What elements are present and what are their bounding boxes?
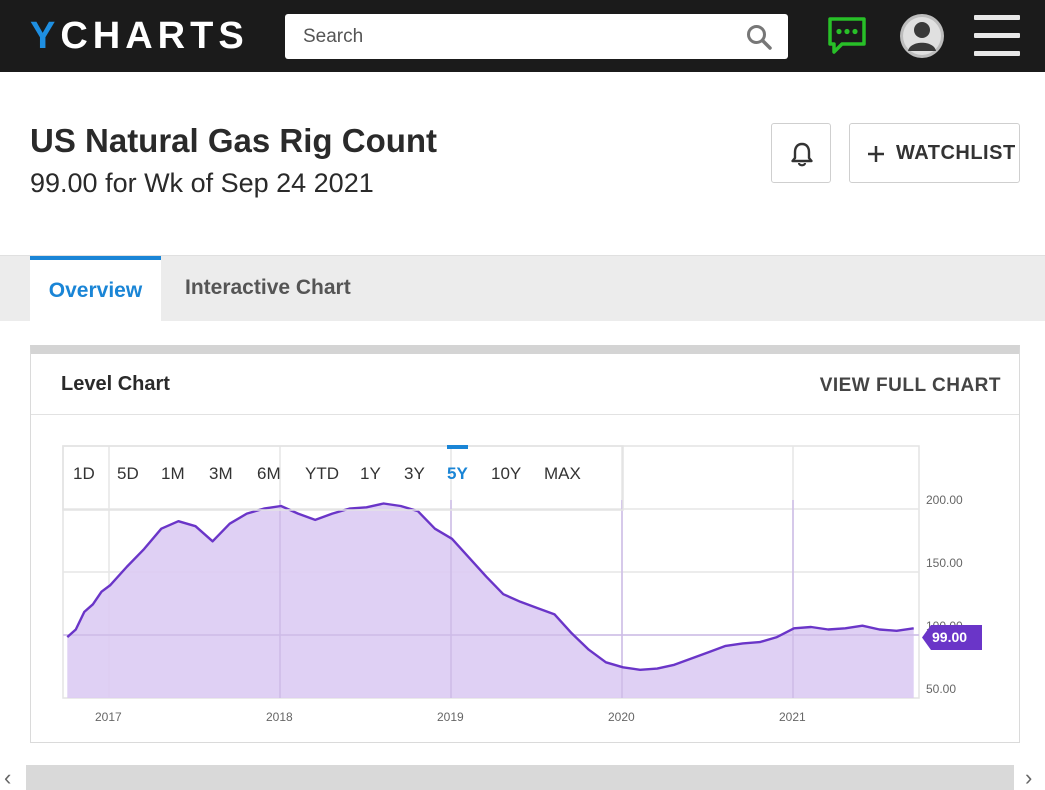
range-3m-button[interactable]: 3M: [209, 464, 233, 483]
tab-bar: Overview Interactive Chart: [0, 255, 1045, 322]
range-5d-button[interactable]: 5D: [117, 464, 139, 483]
range-5y-button[interactable]: 5Y: [447, 464, 468, 483]
watchlist-label: WATCHLIST: [896, 142, 1016, 164]
range-1m-button[interactable]: 1M: [161, 464, 185, 483]
card-divider: [31, 414, 1019, 415]
chat-icon[interactable]: [826, 16, 868, 56]
hamburger-menu-icon[interactable]: [974, 15, 1021, 57]
scroll-track[interactable]: [26, 765, 1014, 790]
tab-overview[interactable]: Overview: [30, 256, 161, 322]
plus-icon: [868, 146, 884, 162]
card-title: Level Chart: [61, 373, 170, 395]
bell-icon: [791, 142, 813, 167]
range-3y-button[interactable]: 3Y: [404, 464, 425, 483]
y-tick-label: 150.00: [926, 556, 963, 570]
range-6m-button[interactable]: 6M: [257, 464, 281, 483]
search-input[interactable]: [285, 14, 725, 59]
add-to-watchlist-button[interactable]: WATCHLIST: [849, 123, 1020, 183]
top-nav: YCHARTS: [0, 0, 1045, 72]
user-avatar-icon[interactable]: [899, 13, 945, 59]
x-tick-label: 2021: [779, 710, 806, 724]
range-max-button[interactable]: MAX: [544, 464, 581, 483]
range-1y-button[interactable]: 1Y: [360, 464, 381, 483]
horizontal-scrollbar[interactable]: ‹ ›: [0, 765, 1045, 790]
last-value-label: 99.00: [932, 629, 968, 645]
y-tick-label: 50.00: [926, 682, 957, 696]
range-1d-button[interactable]: 1D: [73, 464, 95, 483]
scroll-left-icon[interactable]: ‹: [4, 765, 12, 790]
active-range-indicator: [447, 445, 468, 449]
x-tick-label: 2018: [266, 710, 293, 724]
search-icon[interactable]: [746, 24, 772, 50]
x-tick-label: 2017: [95, 710, 122, 724]
range-ytd-button[interactable]: YTD: [305, 464, 339, 483]
latest-value-subtitle: 99.00 for Wk of Sep 24 2021: [30, 168, 374, 198]
view-full-chart-link[interactable]: VIEW FULL CHART: [819, 375, 1001, 396]
ycharts-logo[interactable]: YCHARTS: [30, 15, 249, 57]
range-10y-button[interactable]: 10Y: [491, 464, 522, 483]
page-title: US Natural Gas Rig Count: [30, 122, 438, 159]
x-tick-label: 2020: [608, 710, 635, 724]
y-tick-label: 200.00: [926, 493, 963, 507]
x-tick-label: 2019: [437, 710, 464, 724]
level-chart-card: Level Chart VIEW FULL CHART: [30, 345, 1020, 743]
alert-button[interactable]: [771, 123, 831, 183]
last-value-tag: [922, 625, 982, 650]
scroll-right-icon[interactable]: ›: [1025, 765, 1033, 790]
search-box: [285, 14, 788, 59]
tab-interactive-chart[interactable]: Interactive Chart: [185, 276, 351, 299]
